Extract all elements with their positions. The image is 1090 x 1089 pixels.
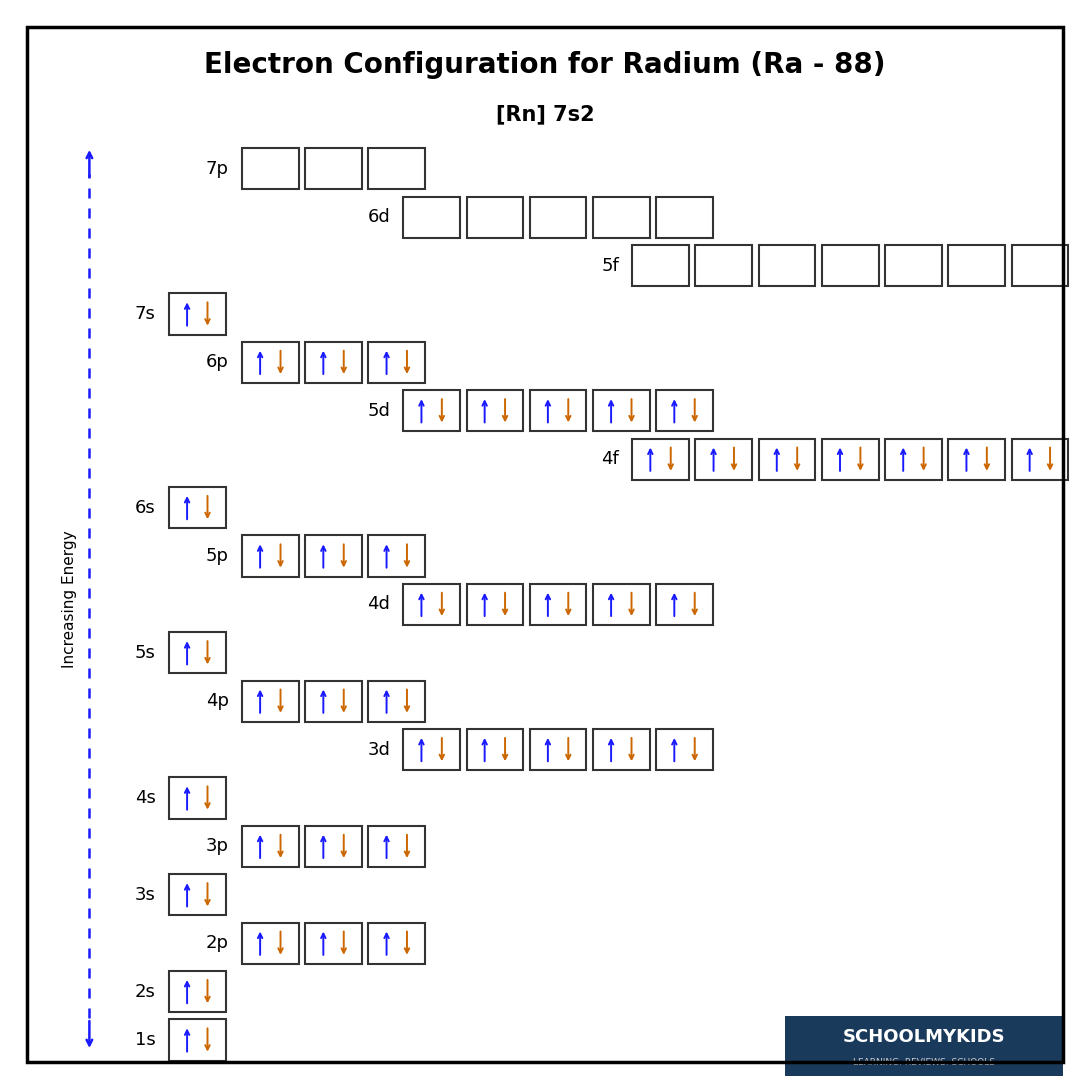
Text: 2s: 2s — [135, 982, 156, 1001]
FancyBboxPatch shape — [305, 681, 362, 722]
Text: 3d: 3d — [367, 741, 390, 759]
FancyBboxPatch shape — [305, 536, 362, 577]
FancyBboxPatch shape — [467, 729, 523, 770]
Bar — [785, 1016, 1063, 1076]
FancyBboxPatch shape — [403, 584, 460, 625]
FancyBboxPatch shape — [403, 729, 460, 770]
FancyBboxPatch shape — [632, 439, 689, 480]
FancyBboxPatch shape — [948, 439, 1005, 480]
FancyBboxPatch shape — [169, 874, 226, 916]
FancyBboxPatch shape — [593, 584, 650, 625]
FancyBboxPatch shape — [695, 245, 752, 286]
FancyBboxPatch shape — [695, 439, 752, 480]
FancyBboxPatch shape — [656, 196, 713, 237]
FancyBboxPatch shape — [530, 390, 586, 431]
FancyBboxPatch shape — [759, 245, 815, 286]
Text: 3s: 3s — [135, 885, 156, 904]
FancyBboxPatch shape — [368, 148, 425, 189]
FancyBboxPatch shape — [305, 148, 362, 189]
Text: 4f: 4f — [602, 450, 619, 468]
FancyBboxPatch shape — [530, 584, 586, 625]
Text: 4p: 4p — [206, 693, 229, 710]
Text: 7p: 7p — [206, 160, 229, 178]
FancyBboxPatch shape — [632, 245, 689, 286]
FancyBboxPatch shape — [169, 632, 226, 673]
FancyBboxPatch shape — [242, 148, 299, 189]
Text: [Rn] 7s2: [Rn] 7s2 — [496, 105, 594, 124]
FancyBboxPatch shape — [885, 439, 942, 480]
FancyBboxPatch shape — [885, 245, 942, 286]
Text: Electron Configuration for Radium (Ra - 88): Electron Configuration for Radium (Ra - … — [204, 51, 886, 79]
FancyBboxPatch shape — [242, 342, 299, 383]
FancyBboxPatch shape — [169, 1019, 226, 1061]
Text: 6d: 6d — [367, 208, 390, 227]
FancyBboxPatch shape — [822, 245, 879, 286]
FancyBboxPatch shape — [593, 196, 650, 237]
FancyBboxPatch shape — [368, 922, 425, 964]
FancyBboxPatch shape — [822, 439, 879, 480]
FancyBboxPatch shape — [305, 342, 362, 383]
FancyBboxPatch shape — [305, 825, 362, 867]
FancyBboxPatch shape — [169, 778, 226, 819]
FancyBboxPatch shape — [242, 922, 299, 964]
Text: 5p: 5p — [206, 547, 229, 565]
FancyBboxPatch shape — [169, 487, 226, 528]
Text: 3p: 3p — [206, 837, 229, 855]
Text: 5f: 5f — [602, 257, 619, 274]
FancyBboxPatch shape — [656, 729, 713, 770]
Text: SCHOOLMYKIDS: SCHOOLMYKIDS — [843, 1028, 1005, 1047]
FancyBboxPatch shape — [242, 825, 299, 867]
FancyBboxPatch shape — [656, 584, 713, 625]
Text: 4d: 4d — [367, 596, 390, 613]
FancyBboxPatch shape — [169, 971, 226, 1013]
FancyBboxPatch shape — [305, 922, 362, 964]
FancyBboxPatch shape — [467, 196, 523, 237]
Text: 7s: 7s — [135, 305, 156, 323]
Text: LEARNING. REVIEWS. SCHOOLS: LEARNING. REVIEWS. SCHOOLS — [852, 1059, 995, 1067]
Text: 4s: 4s — [135, 790, 156, 807]
FancyBboxPatch shape — [368, 825, 425, 867]
FancyBboxPatch shape — [593, 729, 650, 770]
FancyBboxPatch shape — [1012, 245, 1068, 286]
FancyBboxPatch shape — [242, 536, 299, 577]
Text: 6s: 6s — [135, 499, 156, 516]
FancyBboxPatch shape — [1012, 439, 1068, 480]
Text: 1s: 1s — [135, 1031, 156, 1049]
Text: 2p: 2p — [206, 934, 229, 952]
Text: 5s: 5s — [135, 644, 156, 662]
FancyBboxPatch shape — [368, 681, 425, 722]
Text: 6p: 6p — [206, 354, 229, 371]
Text: 5d: 5d — [367, 402, 390, 419]
FancyBboxPatch shape — [948, 245, 1005, 286]
Text: Increasing Energy: Increasing Energy — [62, 530, 77, 668]
FancyBboxPatch shape — [759, 439, 815, 480]
FancyBboxPatch shape — [368, 536, 425, 577]
FancyBboxPatch shape — [467, 584, 523, 625]
FancyBboxPatch shape — [403, 390, 460, 431]
FancyBboxPatch shape — [169, 293, 226, 334]
FancyBboxPatch shape — [593, 390, 650, 431]
FancyBboxPatch shape — [530, 729, 586, 770]
FancyBboxPatch shape — [467, 390, 523, 431]
FancyBboxPatch shape — [656, 390, 713, 431]
FancyBboxPatch shape — [368, 342, 425, 383]
FancyBboxPatch shape — [242, 681, 299, 722]
FancyBboxPatch shape — [403, 196, 460, 237]
FancyBboxPatch shape — [530, 196, 586, 237]
